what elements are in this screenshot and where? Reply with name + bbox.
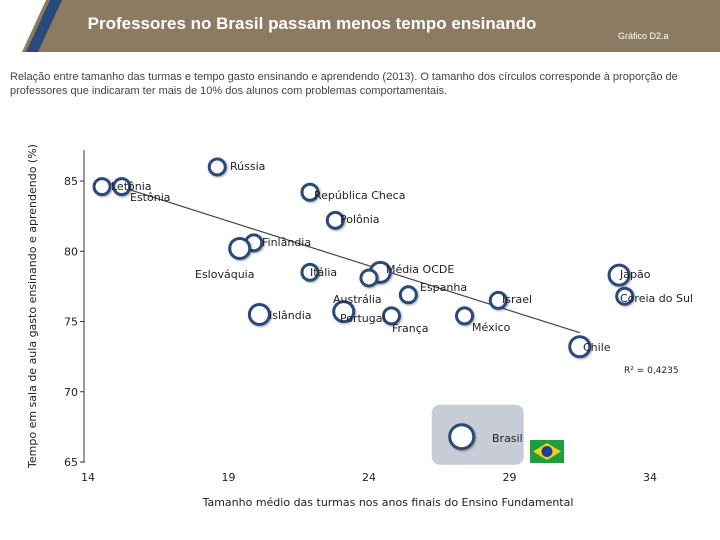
- data-point-label: Chile: [583, 341, 611, 354]
- data-point: [615, 286, 635, 306]
- header-graphic: [0, 0, 720, 52]
- data-point: [488, 290, 508, 310]
- y-tick-label: 75: [64, 316, 78, 329]
- data-point: [247, 302, 271, 326]
- data-point-label: Espanha: [420, 281, 467, 294]
- x-tick-label: 34: [643, 471, 657, 484]
- data-point: [325, 210, 345, 230]
- data-point-label: França: [392, 322, 429, 335]
- data-point: [228, 236, 252, 260]
- data-point: [300, 262, 320, 282]
- data-point: [568, 335, 592, 359]
- data-point: [455, 306, 475, 326]
- data-point-label: Austrália: [333, 293, 382, 306]
- data-point-label: Letônia: [111, 180, 152, 193]
- figure-label: Gráfico D2.a: [618, 31, 669, 41]
- y-axis-title: Tempo em sala de aula gasto ensinando e …: [26, 144, 39, 469]
- x-tick-label: 29: [503, 471, 517, 484]
- header-accent-stripe: [26, 0, 62, 52]
- data-point-label: Estônia: [130, 191, 171, 204]
- data-point-label: Rússia: [230, 160, 265, 173]
- data-point-label: Finlândia: [262, 236, 311, 249]
- data-point-label: Itália: [310, 266, 337, 279]
- data-point: [381, 306, 401, 326]
- data-point-label: Islândia: [269, 309, 312, 322]
- y-tick-label: 80: [64, 245, 78, 258]
- brasil-highlight-box: [431, 404, 524, 465]
- data-point-label: Média OCDE: [386, 263, 454, 276]
- data-point: [607, 263, 631, 287]
- data-point-label: Polônia: [340, 213, 380, 226]
- data-point: [300, 182, 320, 202]
- header-band: Professores no Brasil passam menos tempo…: [0, 0, 720, 54]
- header-left-wedge: [0, 0, 46, 52]
- page-title: Professores no Brasil passam menos tempo…: [87, 14, 537, 33]
- x-tick-label: 24: [362, 471, 376, 484]
- data-point-label: Portugal: [340, 312, 386, 325]
- data-point: [92, 177, 112, 197]
- chart-subtitle: Relação entre tamanho das turmas e tempo…: [10, 71, 678, 97]
- y-tick-label: 70: [64, 386, 78, 399]
- data-point-label: México: [472, 321, 511, 334]
- x-tick-label: 19: [222, 471, 236, 484]
- x-tick-label: 14: [81, 471, 95, 484]
- data-point: [332, 300, 356, 324]
- data-point: [398, 285, 418, 305]
- header-band-shape: [0, 0, 720, 52]
- data-point-label: Eslováquia: [195, 268, 254, 281]
- y-tick-label: 85: [64, 175, 78, 188]
- data-point-label: Israel: [502, 293, 532, 306]
- data-point-label: Brasil: [492, 432, 523, 445]
- data-point: [448, 423, 476, 451]
- y-tick-label: 65: [64, 456, 78, 469]
- brazil-flag-globe: [541, 446, 553, 457]
- data-point: [207, 157, 227, 177]
- data-point-label: Japão: [619, 268, 651, 281]
- data-point-label: Coreia do Sul: [620, 292, 693, 305]
- r-squared-label: R² = 0,4235: [624, 366, 679, 376]
- data-point-label: República Checa: [314, 189, 405, 202]
- x-axis-title: Tamanho médio das turmas nos anos finais…: [202, 496, 574, 509]
- data-point: [112, 177, 132, 197]
- data-point: [359, 268, 379, 288]
